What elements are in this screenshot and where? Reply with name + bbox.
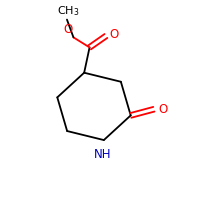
Text: NH: NH: [94, 148, 112, 161]
Text: O: O: [63, 23, 72, 36]
Text: O: O: [110, 28, 119, 41]
Text: O: O: [158, 103, 168, 116]
Text: CH$_3$: CH$_3$: [57, 4, 79, 18]
